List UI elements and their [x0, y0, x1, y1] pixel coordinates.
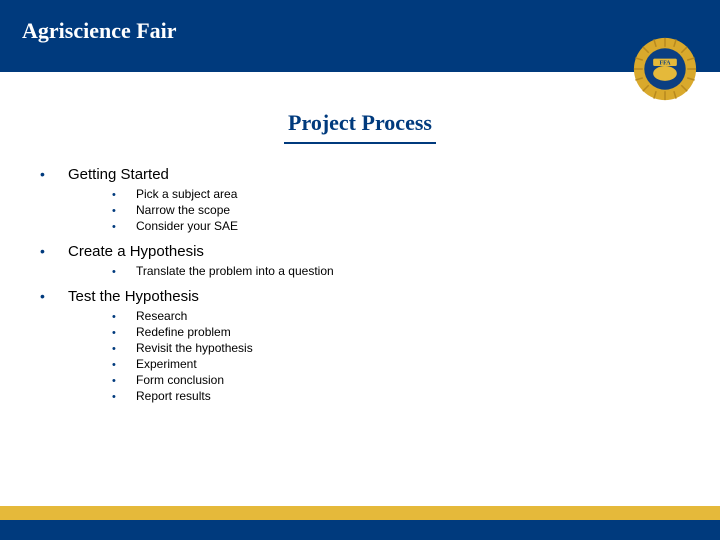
bullet-main: • Create a Hypothesis	[40, 243, 720, 260]
sub-bullet-marker-icon: •	[112, 221, 136, 233]
sub-list: •Pick a subject area •Narrow the scope •…	[112, 187, 720, 233]
sub-bullet-item: •Translate the problem into a question	[112, 264, 720, 278]
bullet-main: • Getting Started	[40, 166, 720, 183]
sub-bullet-text: Revisit the hypothesis	[136, 341, 253, 355]
header-bar: Agriscience Fair	[0, 0, 720, 72]
sub-list: •Translate the problem into a question	[112, 264, 720, 278]
sub-list: •Research •Redefine problem •Revisit the…	[112, 309, 720, 403]
content-area: • Getting Started •Pick a subject area •…	[40, 166, 720, 403]
bullet-main: • Test the Hypothesis	[40, 288, 720, 305]
sub-bullet-item: •Consider your SAE	[112, 219, 720, 233]
sub-bullet-marker-icon: •	[112, 343, 136, 355]
sub-bullet-text: Consider your SAE	[136, 219, 238, 233]
bullet-marker-icon: •	[40, 166, 68, 182]
sub-bullet-marker-icon: •	[112, 391, 136, 403]
sub-bullet-item: •Research	[112, 309, 720, 323]
sub-bullet-item: •Pick a subject area	[112, 187, 720, 201]
sub-bullet-text: Translate the problem into a question	[136, 264, 334, 278]
footer	[0, 506, 720, 540]
sub-bullet-item: •Narrow the scope	[112, 203, 720, 217]
bullet-marker-icon: •	[40, 288, 68, 304]
bullet-label: Getting Started	[68, 166, 169, 183]
logo-text: FFA	[659, 61, 671, 67]
sub-bullet-text: Report results	[136, 389, 211, 403]
sub-bullet-item: •Redefine problem	[112, 325, 720, 339]
sub-bullet-item: •Revisit the hypothesis	[112, 341, 720, 355]
sub-bullet-marker-icon: •	[112, 189, 136, 201]
sub-bullet-text: Research	[136, 309, 187, 323]
sub-bullet-text: Form conclusion	[136, 373, 224, 387]
sub-bullet-marker-icon: •	[112, 359, 136, 371]
sub-bullet-text: Experiment	[136, 357, 197, 371]
emblem-eagle-icon	[653, 66, 677, 81]
sub-bullet-item: •Report results	[112, 389, 720, 403]
sub-bullet-marker-icon: •	[112, 327, 136, 339]
footer-gold-bar	[0, 506, 720, 520]
bullet-label: Create a Hypothesis	[68, 243, 204, 260]
bullet-label: Test the Hypothesis	[68, 288, 199, 305]
bullet-marker-icon: •	[40, 243, 68, 259]
sub-bullet-text: Pick a subject area	[136, 187, 237, 201]
footer-blue-bar	[0, 520, 720, 540]
sub-bullet-marker-icon: •	[112, 205, 136, 217]
slide-title-wrap: Project Process	[0, 110, 720, 144]
sub-bullet-marker-icon: •	[112, 311, 136, 323]
sub-bullet-item: •Experiment	[112, 357, 720, 371]
sub-bullet-marker-icon: •	[112, 375, 136, 387]
sub-bullet-text: Narrow the scope	[136, 203, 230, 217]
ffa-logo: FFA	[628, 32, 702, 106]
slide-title: Project Process	[284, 110, 436, 144]
sub-bullet-item: •Form conclusion	[112, 373, 720, 387]
sub-bullet-marker-icon: •	[112, 266, 136, 278]
sub-bullet-text: Redefine problem	[136, 325, 231, 339]
header-title: Agriscience Fair	[22, 18, 177, 44]
